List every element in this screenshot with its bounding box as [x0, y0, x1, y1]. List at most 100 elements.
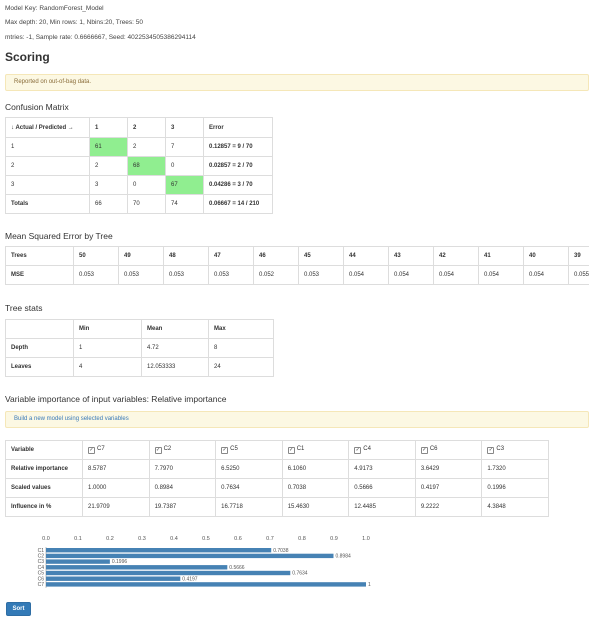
vi-influence-cell: 4.3848 — [481, 497, 549, 517]
vi-variable-cell: ✓ C5 — [215, 440, 283, 460]
mse-value: 0.055 — [568, 265, 589, 285]
confusion-totals-row: Totals 66 70 74 0.06667 = 14 / 210 — [5, 194, 273, 214]
vi-relative-cell: 1.7320 — [481, 459, 549, 479]
variable-checkbox[interactable]: ✓ — [354, 447, 362, 454]
chart-bar — [46, 565, 228, 570]
mse-value: 0.053 — [163, 265, 209, 285]
mse-tree-number: 47 — [208, 246, 254, 266]
vi-influence-cell: 16.7718 — [215, 497, 283, 517]
variable-importance-table: Variable ✓ C7 ✓ C2 ✓ C5 ✓ C1 ✓ C4 ✓ C6 ✓ C3 Relative … — [5, 440, 549, 517]
mse-tree-number: 39 — [568, 246, 589, 266]
vi-scaled-cell: 0.7634 — [215, 478, 283, 498]
confusion-cell-correct: 67 — [165, 175, 204, 195]
confusion-header-cell: 3 — [165, 117, 204, 138]
confusion-cell: 2 — [89, 156, 128, 176]
mse-by-tree-title: Mean Squared Error by Tree — [5, 231, 113, 241]
confusion-matrix-title: Confusion Matrix — [5, 102, 69, 112]
vi-relative-cell: 8.5787 — [82, 459, 150, 479]
tree-stats-cell: 1 — [73, 338, 142, 358]
confusion-total-cell: 66 — [89, 194, 128, 214]
variable-checkbox[interactable]: ✓ — [88, 447, 95, 454]
mse-tree-number: 41 — [478, 246, 524, 266]
chart-tick-label: 1.0 — [362, 536, 370, 542]
vi-variable-name: C4 — [363, 446, 371, 452]
chart-tick-label: 0.2 — [106, 536, 114, 542]
confusion-cell: 3 — [89, 175, 128, 195]
chart-tick-label: 0.7 — [266, 536, 274, 542]
confusion-row: 1 61 2 7 0.12857 = 9 / 70 — [5, 137, 273, 157]
chart-bar — [46, 559, 110, 564]
mse-tree-number: 48 — [163, 246, 209, 266]
vi-variable-cell: ✓ C4 — [348, 440, 416, 460]
mse-tree-number: 42 — [433, 246, 479, 266]
chart-tick-label: 0.4 — [170, 536, 178, 542]
chart-tick-label: 0.1 — [74, 536, 82, 542]
variable-checkbox[interactable]: ✓ — [420, 447, 428, 454]
vi-variable-cell: ✓ C7 — [82, 440, 150, 460]
chart-value-label: 0.4197 — [182, 576, 198, 582]
model-key-text: Model Key: RandomForest_Model — [5, 5, 104, 12]
oob-notice-text: Reported on out-of-bag data. — [14, 79, 92, 85]
vi-relative-cell: 7.7970 — [148, 459, 217, 479]
vi-variable-name: C5 — [230, 446, 238, 452]
chart-bar — [46, 582, 366, 587]
vi-influence-cell: 12.4485 — [348, 497, 416, 517]
vi-variable-name: C3 — [496, 446, 505, 452]
tree-stats-cell: 4.72 — [141, 338, 209, 358]
vi-relative-cell: 3.6429 — [414, 459, 483, 479]
chart-category-label: C7 — [38, 582, 45, 588]
variable-checkbox[interactable]: ✓ — [487, 447, 495, 454]
mse-trees-label: Trees — [5, 246, 74, 266]
build-model-link[interactable]: Build a new model using selected variabl… — [14, 416, 129, 422]
chart-tick-label: 0.5 — [202, 536, 210, 542]
confusion-cell-correct: 68 — [127, 156, 166, 176]
confusion-cell: 7 — [165, 137, 204, 157]
chart-tick-label: 0.9 — [330, 536, 338, 542]
confusion-error-cell: 0.02857 = 2 / 70 — [203, 156, 273, 176]
vi-scaled-cell: 0.1996 — [481, 478, 549, 498]
chart-value-label: 0.7038 — [273, 548, 289, 554]
vi-relative-row: Relative importance 8.5787 7.7970 6.5250 6.… — [5, 459, 549, 479]
tree-stats-header-cell: Min — [73, 319, 142, 339]
mse-tree-number: 50 — [73, 246, 119, 266]
chart-value-label: 0.5666 — [229, 565, 245, 571]
chart-tick-label: 0.0 — [42, 536, 50, 542]
confusion-error-cell: 0.04286 = 3 / 70 — [203, 175, 273, 195]
confusion-header-cell: ↓ Actual / Predicted → — [5, 117, 90, 138]
mse-value: 0.054 — [478, 265, 524, 285]
tree-stats-row: Depth 1 4.72 8 — [5, 338, 274, 358]
chart-category-label: C3 — [38, 559, 45, 565]
mse-value: 0.054 — [388, 265, 434, 285]
chart-tick-label: 0.6 — [234, 536, 242, 542]
vi-variable-cell: ✓ C1 — [281, 440, 350, 460]
vi-scaled-cell: 0.8984 — [148, 478, 217, 498]
chart-value-label: 0.1996 — [112, 559, 128, 565]
sort-button[interactable]: Sort — [6, 602, 31, 616]
variable-checkbox[interactable]: ✓ — [287, 447, 295, 454]
variable-checkbox[interactable]: ✓ — [221, 447, 229, 454]
build-model-bar: Build a new model using selected variabl… — [5, 411, 589, 428]
chart-category-label: C1 — [38, 548, 45, 554]
vi-influence-cell: 15.4630 — [281, 497, 350, 517]
variable-checkbox[interactable]: ✓ — [154, 447, 162, 454]
chart-bar — [46, 576, 181, 581]
mse-value: 0.054 — [433, 265, 479, 285]
mse-value: 0.052 — [253, 265, 299, 285]
vi-variable-cell: ✓ C6 — [414, 440, 483, 460]
confusion-total-cell: 70 — [127, 194, 166, 214]
chart-value-label: 0.8984 — [335, 554, 351, 560]
tree-stats-cell: 12.053333 — [141, 357, 209, 377]
vi-influence-cell: 21.9709 — [82, 497, 150, 517]
confusion-total-error: 0.06667 = 14 / 210 — [203, 194, 273, 214]
tree-stats-title: Tree stats — [5, 303, 43, 313]
variable-importance-title: Variable importance of input variables: … — [5, 394, 227, 404]
tree-stats-header-cell: Mean — [141, 319, 209, 339]
confusion-totals-label: Totals — [5, 194, 90, 214]
vi-relative-cell: 6.5250 — [215, 459, 283, 479]
mse-table: Trees 5049484746454443424140393837 MSE 0… — [5, 246, 589, 285]
vi-variable-name: C1 — [296, 446, 305, 452]
mse-tree-number: 45 — [298, 246, 344, 266]
vi-scaled-cell: 1.0000 — [82, 478, 150, 498]
mse-table-scroll[interactable]: Trees 5049484746454443424140393837 MSE 0… — [5, 246, 589, 287]
tree-stats-row-label: Leaves — [5, 357, 74, 377]
